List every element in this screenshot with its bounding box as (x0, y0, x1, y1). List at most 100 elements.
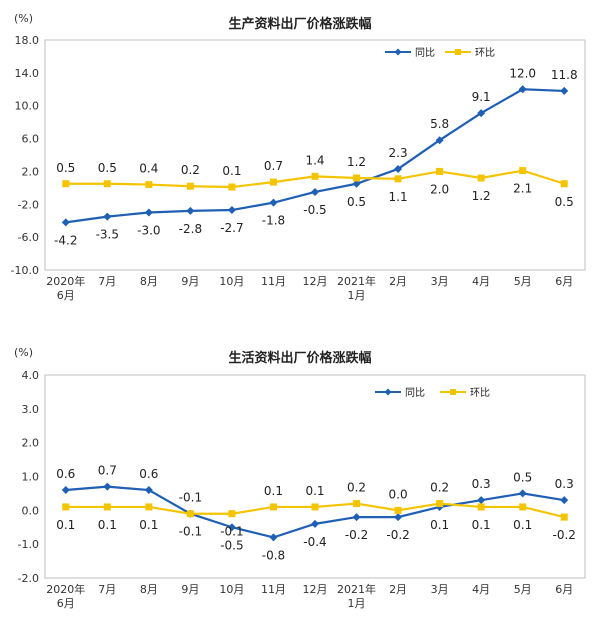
x-tick-label: 10月 (219, 583, 244, 596)
data-point-mom (186, 182, 194, 190)
data-point-mom (103, 180, 111, 188)
data-point-yoy (144, 208, 153, 217)
x-tick-label: 2021年 (337, 274, 376, 288)
data-label: 0.1 (513, 518, 532, 532)
data-point-yoy (352, 513, 361, 522)
data-point-yoy (518, 489, 527, 498)
x-tick-label: 1月 (348, 597, 366, 610)
data-label: 0.5 (98, 161, 117, 175)
data-point-mom (394, 506, 402, 514)
x-tick-label: 6月 (57, 289, 75, 302)
data-point-mom (436, 167, 444, 175)
data-point-mom (353, 500, 361, 508)
data-label: 1.4 (305, 153, 324, 167)
data-point-mom (311, 172, 319, 180)
data-label: 0.1 (222, 164, 241, 178)
x-tick-label: 8月 (140, 275, 158, 288)
data-label: 0.7 (98, 464, 117, 478)
data-point-yoy (394, 513, 403, 522)
x-tick-label: 9月 (181, 275, 199, 288)
x-tick-label: 12月 (303, 275, 328, 288)
data-label: -2.8 (179, 222, 202, 236)
data-label: -0.5 (220, 538, 243, 552)
y-unit-label: (%) (14, 12, 33, 25)
x-tick-label: 7月 (98, 583, 116, 596)
x-tick-label: 11月 (261, 275, 286, 288)
data-label: 0.6 (139, 467, 158, 481)
data-label: -0.1 (179, 525, 202, 539)
data-label: -1.8 (262, 214, 285, 228)
y-tick-label: -6.0 (18, 231, 39, 244)
data-label: 2.3 (389, 146, 408, 160)
data-label: 0.5 (56, 161, 75, 175)
data-point-yoy (186, 206, 195, 215)
data-point-mom (311, 503, 319, 511)
y-tick-label: -1.0 (18, 538, 39, 551)
data-label: 0.7 (264, 159, 283, 173)
data-label: 0.1 (139, 518, 158, 532)
data-label: -3.5 (96, 228, 119, 242)
data-label: 12.0 (509, 66, 536, 80)
data-point-yoy (352, 179, 361, 188)
legend-label: 环比 (475, 47, 495, 59)
data-point-mom (560, 180, 568, 188)
y-tick-label: 4.0 (22, 369, 40, 382)
x-tick-label: 2月 (389, 275, 407, 288)
data-point-yoy (518, 85, 527, 94)
x-tick-label: 6月 (555, 275, 573, 288)
data-label: 0.1 (264, 484, 283, 498)
data-point-mom (269, 503, 277, 511)
data-label: 1.1 (389, 190, 408, 204)
x-tick-label: 1月 (348, 289, 366, 302)
data-label: -0.5 (303, 203, 326, 217)
data-point-mom (519, 503, 527, 511)
data-point-yoy (560, 496, 569, 505)
data-point-mom (228, 510, 236, 518)
data-point-mom (394, 175, 402, 183)
data-point-mom (228, 183, 236, 191)
data-label: 9.1 (472, 90, 491, 104)
consumer-goods-chart: 生活资料出厂价格涨跌幅 (%) -2.0 -1.0 0.0 1.0 2.0 3.0 4.0 202… (14, 346, 586, 610)
y-tick-label: -10.0 (11, 264, 39, 277)
data-label: 1.2 (472, 189, 491, 203)
data-point-mom (519, 167, 527, 175)
chart-title: 生活资料出厂价格涨跌幅 (228, 350, 371, 366)
data-label: 0.1 (430, 518, 449, 532)
data-label: 0.2 (181, 163, 200, 177)
data-point-mom (477, 174, 485, 182)
data-label: -0.1 (220, 525, 243, 539)
data-label: 0.3 (555, 477, 574, 491)
plot-frame (44, 374, 586, 579)
data-point-mom (103, 503, 111, 511)
data-point-yoy (103, 212, 112, 221)
data-point-mom (477, 503, 485, 511)
data-label: -0.2 (553, 528, 576, 542)
data-point-yoy (144, 486, 153, 495)
data-label: -0.8 (262, 548, 285, 562)
data-point-yoy (394, 164, 403, 173)
data-label: 0.0 (389, 487, 408, 501)
legend-label: 同比 (415, 47, 435, 59)
data-label: 0.3 (472, 477, 491, 491)
data-label: 1.2 (347, 155, 366, 169)
data-point-mom (145, 503, 153, 511)
x-tick-label: 2月 (389, 583, 407, 596)
data-label: 0.1 (472, 518, 491, 532)
data-label: 0.2 (430, 481, 449, 495)
data-label: -4.2 (54, 233, 77, 247)
legend-marker (384, 388, 392, 396)
legend-label: 环比 (470, 387, 490, 399)
x-tick-label: 9月 (181, 583, 199, 596)
data-label: 0.6 (56, 467, 75, 481)
x-tick-label: 2020年 (46, 274, 85, 288)
y-unit-label: (%) (14, 346, 33, 359)
legend-marker (394, 48, 402, 56)
data-point-mom (353, 174, 361, 182)
data-point-yoy (311, 519, 319, 528)
data-label: 0.5 (347, 195, 366, 209)
data-point-mom (269, 178, 277, 186)
data-label: -0.2 (386, 528, 409, 542)
data-label: 0.1 (305, 484, 324, 498)
y-tick-label: -2.0 (18, 198, 39, 211)
y-tick-label: 3.0 (22, 403, 40, 416)
